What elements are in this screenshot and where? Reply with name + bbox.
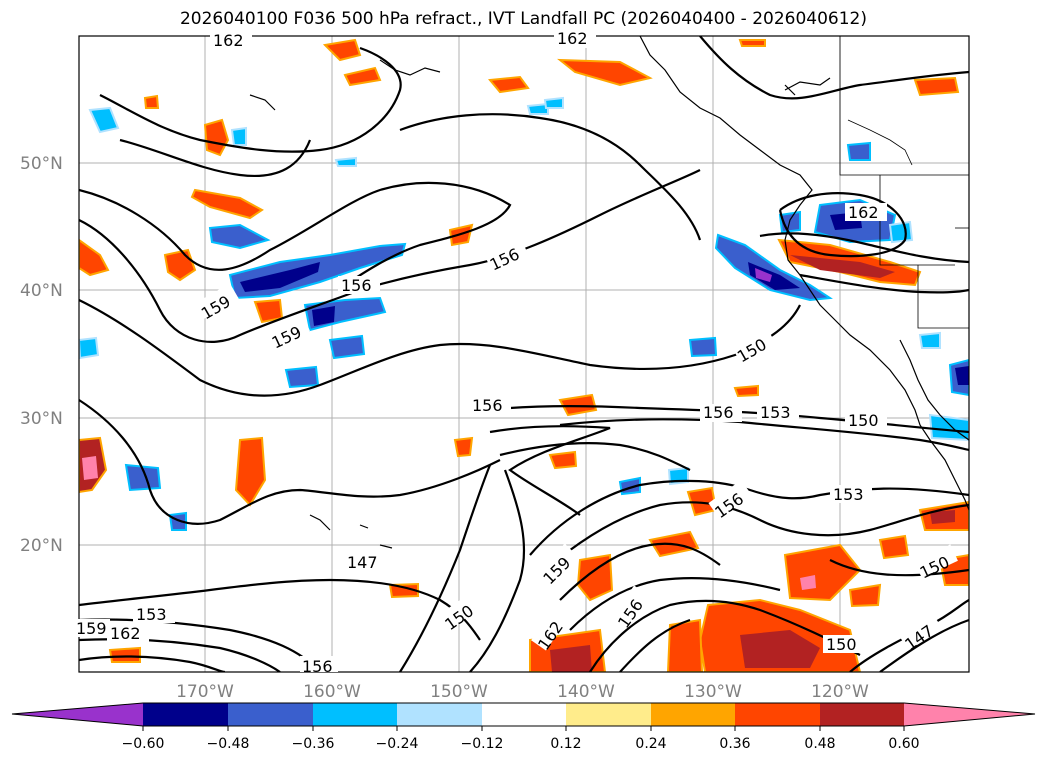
contour-label: 162 (110, 624, 141, 643)
contour-label: 156 (302, 657, 333, 676)
lon-label: 120°W (811, 682, 869, 702)
lon-label: 150°W (430, 682, 488, 702)
colorbar-segment (735, 703, 820, 726)
contour-label: 156 (703, 403, 734, 422)
lon-label: 160°W (303, 682, 361, 702)
lon-label: 170°W (176, 682, 234, 702)
colorbar-tick-label: 0.36 (719, 736, 750, 752)
map-title: 2026040100 F036 500 hPa refract., IVT La… (179, 9, 867, 29)
plot-frame (78, 35, 970, 673)
contour-lines (79, 36, 969, 672)
lon-label: 140°W (557, 682, 615, 702)
colorbar-segment (566, 703, 651, 726)
colorbar-tick-label: −0.12 (461, 736, 504, 752)
longitude-labels: 170°W 160°W 150°W 140°W 130°W 120°W (176, 682, 869, 702)
lat-label: 50°N (20, 154, 63, 174)
contour-label: 156 (341, 276, 372, 295)
colorbar: −0.60 −0.48 −0.36 −0.24 −0.12 0.12 0.24 … (11, 702, 1036, 752)
lat-label: 20°N (20, 536, 63, 556)
colorbar-tick-label: 0.12 (550, 736, 581, 752)
colorbar-segment (313, 703, 397, 726)
colorbar-segment (228, 703, 313, 726)
colorbar-tick-label: 0.24 (635, 736, 666, 752)
colorbar-segment (820, 703, 904, 726)
colorbar-tick-label: −0.60 (122, 736, 165, 752)
colorbar-tick-label: −0.24 (376, 736, 419, 752)
colorbar-underflow-triangle (12, 703, 143, 726)
contour-label: 162 (557, 29, 588, 48)
contour-label: 150 (848, 411, 879, 430)
colorbar-tick-label: −0.36 (292, 736, 335, 752)
colorbar-tick-label: 0.60 (888, 736, 919, 752)
colorbar-segment (397, 703, 482, 726)
contour-label: 153 (760, 403, 791, 422)
contour-label: 147 (347, 553, 378, 572)
contour-label: 159 (76, 619, 107, 638)
colorbar-overflow-triangle (904, 703, 1035, 726)
colorbar-segment (482, 703, 566, 726)
contour-label: 153 (136, 605, 167, 624)
contour-label: 156 (472, 396, 503, 415)
colorbar-tick-label: 0.48 (804, 736, 835, 752)
lat-label: 40°N (20, 281, 63, 301)
lat-label: 30°N (20, 409, 63, 429)
contour-label: 162 (848, 203, 879, 222)
contour-label: 153 (833, 485, 864, 504)
shaded-patches (79, 38, 969, 672)
lon-label: 130°W (684, 682, 742, 702)
colorbar-segment (143, 703, 228, 726)
colorbar-tick-label: −0.48 (207, 736, 250, 752)
contour-label: 150 (826, 635, 857, 654)
contour-label: 162 (213, 31, 244, 50)
colorbar-segment (651, 703, 735, 726)
latitude-labels: 50°N 40°N 30°N 20°N (20, 154, 63, 556)
